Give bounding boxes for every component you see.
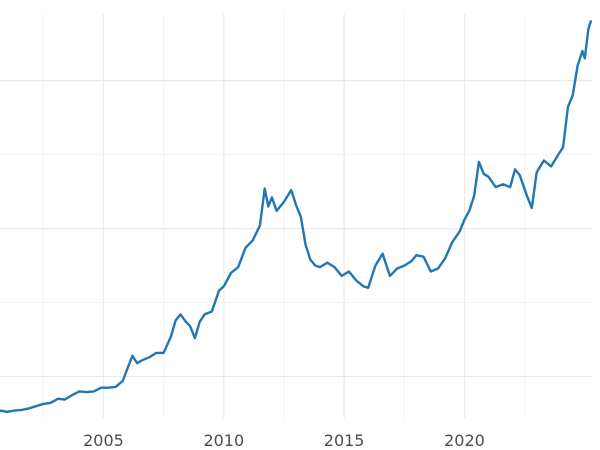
x-tick-label: 2020 [444,431,485,450]
x-tick-label: 2005 [83,431,124,450]
x-axis-ticks: 2005 2010 2015 2020 [83,431,485,450]
series-line [0,20,592,413]
grid [0,14,592,418]
x-tick-label: 2015 [324,431,365,450]
x-tick-label: 2010 [203,431,244,450]
plot-area [0,20,592,413]
